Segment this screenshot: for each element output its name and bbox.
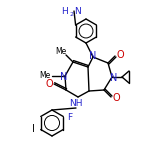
Text: O: O bbox=[116, 50, 124, 60]
Text: 2: 2 bbox=[69, 12, 73, 17]
Text: N: N bbox=[74, 7, 81, 16]
Text: Me: Me bbox=[39, 71, 51, 81]
Text: NH: NH bbox=[69, 100, 83, 109]
Text: Me: Me bbox=[55, 47, 67, 57]
Text: N: N bbox=[110, 73, 118, 83]
Text: N: N bbox=[60, 72, 68, 82]
Text: N: N bbox=[89, 51, 97, 61]
Text: O: O bbox=[45, 79, 53, 89]
Text: F: F bbox=[67, 113, 72, 122]
Text: H: H bbox=[61, 7, 68, 16]
Text: I: I bbox=[32, 124, 35, 135]
Text: O: O bbox=[112, 93, 120, 103]
